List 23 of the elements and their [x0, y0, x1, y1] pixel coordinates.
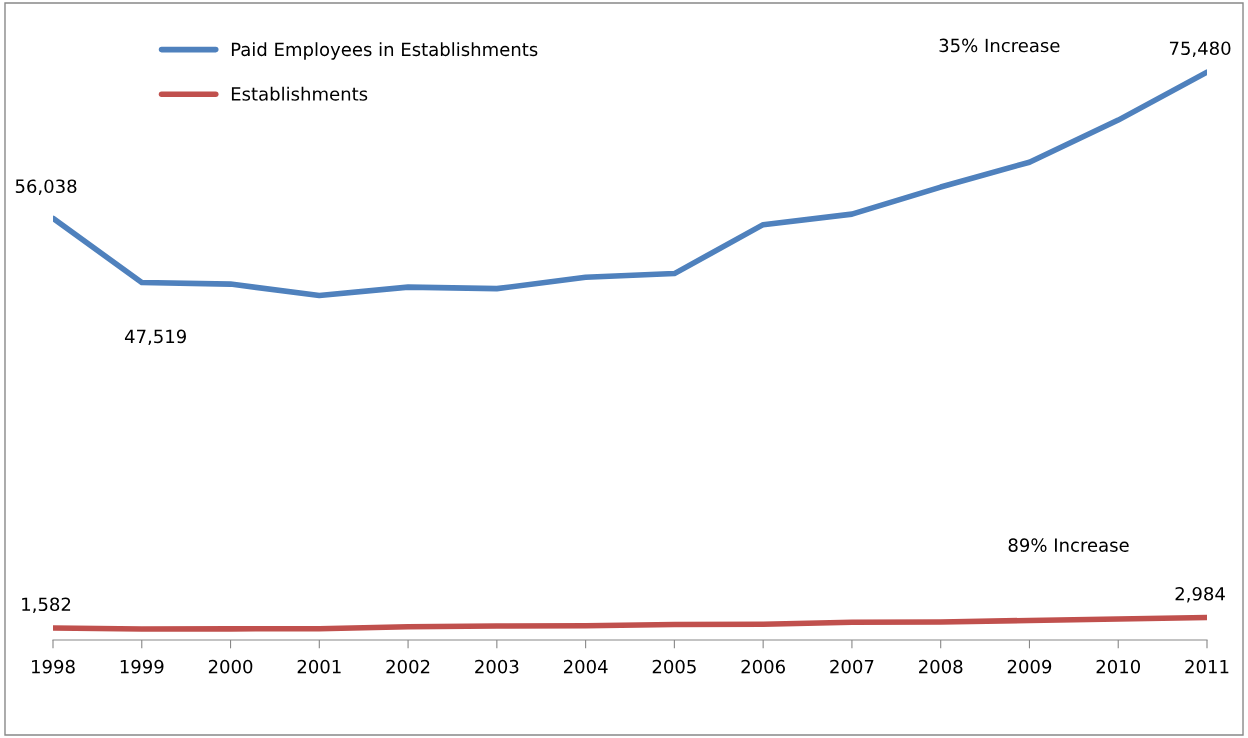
data-label: 2,984 [1175, 586, 1225, 603]
x-tick-label: 2011 [1185, 659, 1229, 674]
x-tick-label: 2007 [830, 659, 874, 674]
x-tick-label: 2005 [652, 659, 696, 674]
data-label: 75,480 [1169, 41, 1231, 57]
data-label: 47,519 [124, 329, 186, 346]
x-tick-label: 1998 [32, 659, 75, 674]
x-tick-label: 2006 [741, 659, 785, 674]
x-tick-label: 2008 [919, 659, 963, 674]
x-tick-label: 1999 [120, 659, 164, 674]
x-tick-label: 2002 [386, 659, 430, 674]
legend-label: Paid Employees in Establishments [231, 42, 538, 60]
x-tick-label: 2000 [208, 659, 253, 674]
x-tick-label: 2004 [563, 659, 608, 674]
annotation: 89% Increase [1008, 538, 1129, 552]
x-tick-label: 2001 [297, 659, 341, 674]
data-label: 1,582 [22, 597, 71, 613]
legend-label: Establishments [231, 86, 368, 101]
data-label: 56,038 [15, 179, 77, 195]
x-tick-label: 2003 [475, 659, 519, 674]
x-tick-label: 2010 [1096, 659, 1141, 674]
text: 35% Increase [939, 38, 1060, 53]
x-tick-label: 2009 [1007, 659, 1052, 674]
